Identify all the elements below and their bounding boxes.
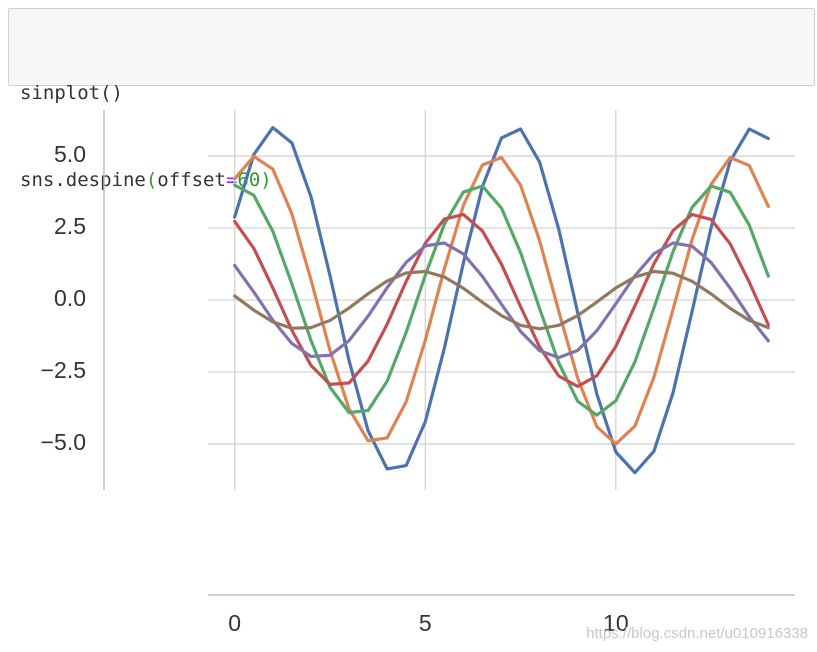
x-tick-label: 0 — [228, 610, 241, 636]
y-tick-label: −5.0 — [41, 429, 86, 455]
y-tick-label: −2.5 — [41, 357, 86, 383]
y-tick-label: 2.5 — [54, 213, 86, 239]
code-token: ) — [260, 169, 272, 191]
code-token: ( — [145, 169, 158, 191]
x-tick-label: 10 — [603, 610, 629, 636]
code-token: sinplot() — [20, 82, 123, 104]
code-line: sinplot() — [20, 79, 272, 108]
series-line — [233, 154, 770, 446]
y-tick-label: 5.0 — [54, 141, 86, 167]
series-line — [233, 241, 770, 360]
series-line — [233, 183, 770, 417]
code-token: offset — [157, 169, 226, 191]
code-token: sns.despine — [20, 169, 146, 191]
x-tick-label: 5 — [419, 610, 432, 636]
watermark: https://blog.csdn.net/u010916338 — [586, 625, 808, 642]
y-tick-label: 0.0 — [54, 285, 86, 311]
series-line — [233, 212, 770, 388]
series-line — [233, 125, 770, 475]
code-token: = — [225, 169, 238, 191]
series-line — [233, 269, 770, 331]
